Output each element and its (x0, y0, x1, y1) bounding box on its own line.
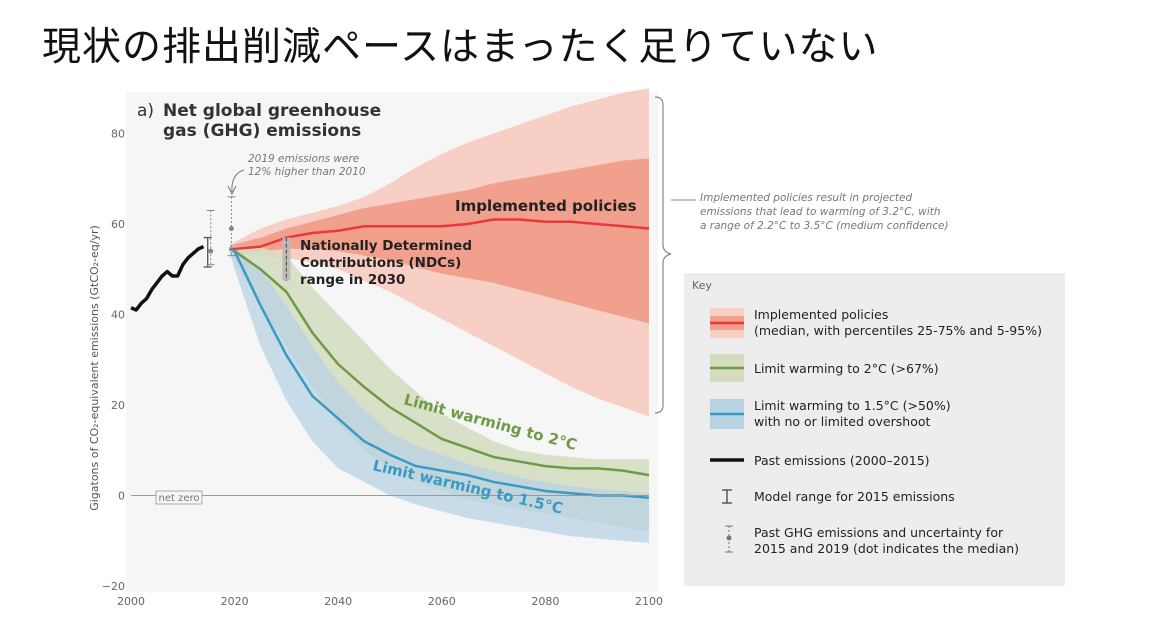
key-ghg-text: Past GHG emissions and uncertainty for 2… (754, 525, 1019, 556)
y-tick-label: 0 (118, 490, 125, 503)
limit-2c-median-line (228, 247, 650, 477)
y-tick-label: 80 (111, 128, 125, 141)
key-heading: Key (692, 279, 712, 292)
limit-15c-median-line (228, 247, 650, 500)
note-2019-arrowhead (227, 185, 237, 196)
note-2019-line-2: 12% higher than 2010 (248, 166, 366, 178)
panel-label: a) (137, 101, 154, 121)
brace-note: Implemented policies result in projected… (700, 192, 949, 232)
y-tick-label: 60 (111, 218, 125, 231)
note-2019-arrow (231, 169, 245, 193)
key-ghg-line-1: Past GHG emissions and uncertainty for (754, 525, 1004, 540)
key-implemented-text: Implemented policies (median, with perce… (754, 307, 1042, 338)
x-tick-label: 2060 (428, 595, 456, 608)
ndc-line-3: range in 2030 (300, 272, 405, 288)
key-ghg-line-2: 2015 and 2019 (dot indicates the median) (754, 541, 1019, 556)
key-limit15-swatch (710, 399, 744, 429)
panel-title-line-2: gas (GHG) emissions (163, 121, 361, 141)
limit-15c-band (229, 246, 650, 544)
key-implemented-swatch (710, 308, 744, 338)
x-tick-label: 2020 (221, 595, 249, 608)
implemented-brace (654, 96, 672, 414)
note-2019-line-1: 2019 emissions were (248, 153, 359, 165)
ndc-line-2: Contributions (NDCs) (300, 255, 461, 271)
limit-2c-band (229, 246, 650, 532)
markers-layer (203, 196, 291, 281)
key-limit2-swatch (710, 354, 744, 382)
x-tick-label: 2040 (324, 595, 352, 608)
key-box: Key Implemented policies (median, with p… (684, 273, 1065, 586)
ndc-line-1: Nationally Determined (300, 238, 472, 254)
key-limit15-line-2: with no or limited overshoot (754, 414, 930, 429)
brace-note-line-1: Implemented policies result in projected (700, 192, 912, 204)
key-background (684, 273, 1065, 586)
brace-note-line-2: emissions that lead to warming of 3.2°C,… (700, 206, 941, 218)
ghg-uncertainty-2015-median-dot (208, 248, 214, 254)
bands-layer (229, 88, 650, 544)
key-limit15-text: Limit warming to 1.5°C (>50%) with no or… (754, 398, 955, 429)
x-tick-label: 2100 (635, 595, 663, 608)
x-tick-label: 2080 (531, 595, 559, 608)
key-implemented-line-1: Implemented policies (754, 307, 888, 322)
implemented-policies-label: Implemented policies (455, 197, 637, 215)
key-implemented-line-2: (median, with percentiles 25-75% and 5-9… (754, 323, 1042, 338)
implemented-band-25-75 (229, 158, 650, 324)
net-zero-box (155, 490, 203, 505)
slide-title: 現状の排出削減ペースはまったく足りていない (42, 25, 879, 70)
y-tick-label: −20 (102, 580, 125, 593)
ghg-uncertainty-2019-median-dot (228, 226, 234, 232)
brace-note-line-3: a range of 2.2°C to 3.5°C (medium confid… (700, 220, 949, 232)
ndc-callout: Nationally Determined Contributions (NDC… (300, 238, 477, 288)
note-2019: 2019 emissions were 12% higher than 2010 (248, 153, 366, 178)
y-tick-label: 40 (111, 309, 125, 322)
panel-title-line-1: Net global greenhouse (163, 101, 381, 121)
key-past-text: Past emissions (2000–2015) (754, 453, 930, 468)
key-model-text: Model range for 2015 emissions (754, 489, 955, 504)
key-model-range-icon (722, 489, 732, 504)
x-tick-label: 2000 (117, 595, 145, 608)
net-zero-label: net zero (158, 493, 199, 504)
lines-layer (130, 218, 650, 500)
panel-title: a) Net global greenhouse gas (GHG) emiss… (137, 101, 387, 141)
key-ghg-uncertainty-icon (725, 525, 733, 553)
implemented-median-line (229, 218, 650, 251)
y-axis-label: Gigatons of CO₂-equivalent emissions (Gt… (88, 225, 101, 511)
key-limit2-text: Limit warming to 2°C (>67%) (754, 361, 939, 376)
y-tick-label: 20 (111, 399, 125, 412)
past-emissions-line (130, 245, 205, 312)
key-limit15-line-1: Limit warming to 1.5°C (>50%) (754, 398, 951, 413)
